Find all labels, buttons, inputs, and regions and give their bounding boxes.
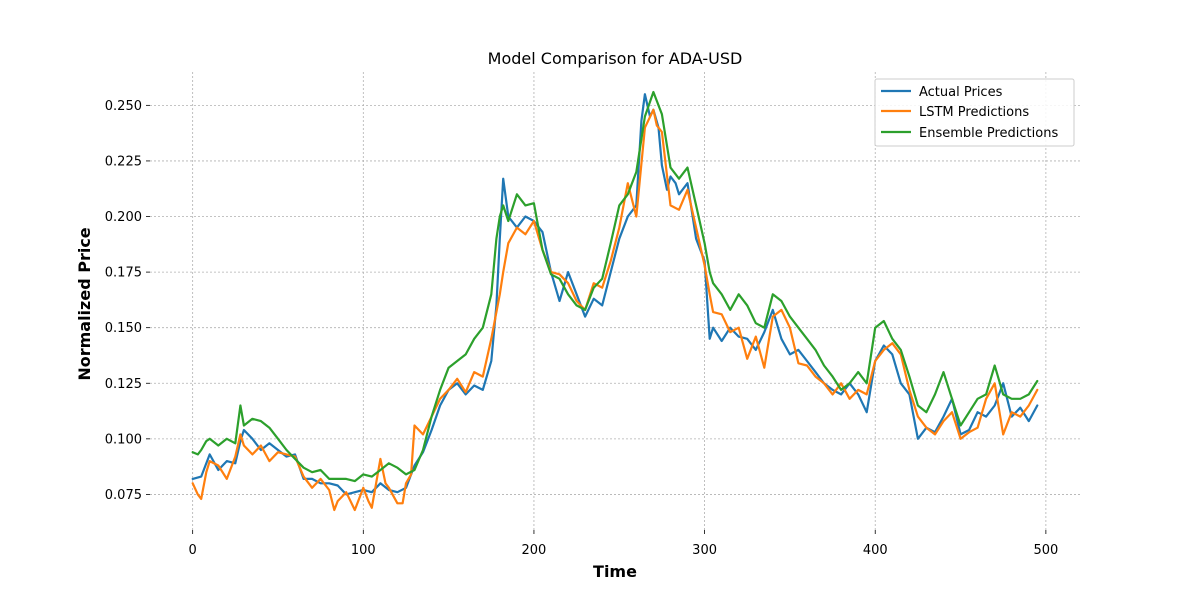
legend: Actual Prices LSTM Predictions Ensemble … bbox=[874, 78, 1075, 147]
legend-label-lstm: LSTM Predictions bbox=[919, 105, 1029, 120]
gridlines bbox=[150, 72, 1080, 530]
x-tick-label: 400 bbox=[863, 543, 888, 558]
y-tick-label: 0.250 bbox=[105, 99, 142, 114]
x-axis-label: Time bbox=[593, 562, 637, 581]
series-lines bbox=[191, 90, 1039, 512]
y-axis-label: Normalized Price bbox=[75, 227, 94, 380]
y-tick-label: 0.075 bbox=[105, 488, 142, 503]
legend-label-actual: Actual Prices bbox=[919, 85, 1003, 100]
legend-frame bbox=[874, 78, 1075, 147]
y-tick-label: 0.100 bbox=[105, 432, 142, 447]
ensemble-predictions-line bbox=[191, 90, 1039, 483]
y-tick-label: 0.200 bbox=[105, 210, 142, 225]
x-tick-label: 100 bbox=[351, 543, 376, 558]
x-tick-label: 200 bbox=[522, 543, 547, 558]
chart-title: Model Comparison for ADA-USD bbox=[488, 49, 743, 68]
x-tick-label: 300 bbox=[692, 543, 717, 558]
legend-label-ensemble: Ensemble Predictions bbox=[919, 126, 1058, 141]
actual-prices-line bbox=[191, 93, 1039, 496]
x-tick-label: 500 bbox=[1033, 543, 1058, 558]
y-tick-label: 0.175 bbox=[105, 266, 142, 281]
x-tick-label: 0 bbox=[189, 543, 197, 558]
y-tick-label: 0.225 bbox=[105, 154, 142, 169]
y-tick-label: 0.125 bbox=[105, 377, 142, 392]
y-tick-label: 0.150 bbox=[105, 321, 142, 336]
axes: 0 100 200 300 400 500 0.075 0.100 0.125 0.150 0.17… bbox=[105, 99, 1059, 558]
